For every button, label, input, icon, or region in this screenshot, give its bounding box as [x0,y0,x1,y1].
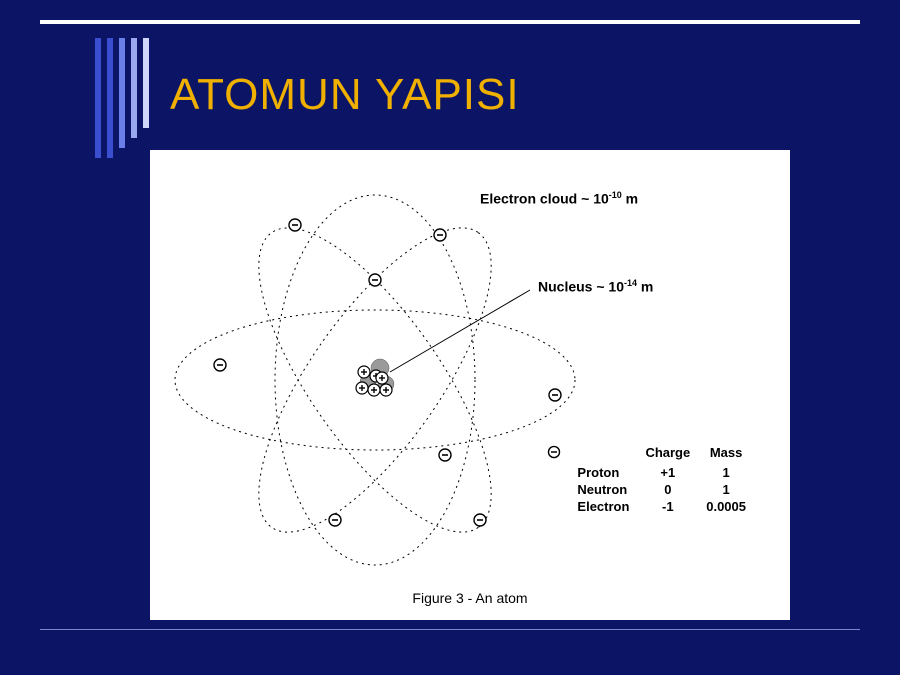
decor-bars [95,38,149,158]
nucleus-label-unit: m [637,279,653,295]
atom-diagram [150,150,790,620]
legend-row: Electron-10.0005 [547,498,754,515]
proton-icon [547,464,569,481]
electron-cloud-label: Electron cloud ~ 10-10 m [480,190,638,207]
nucleus-label: Nucleus ~ 10-14 m [538,278,653,295]
electron-icon [547,498,569,515]
slide: ATOMUN YAPISI Electron cloud ~ 10-10 m N… [0,0,900,675]
legend-charge: -1 [637,498,698,515]
legend-row: Neutron01 [547,481,754,498]
figure-caption: Figure 3 - An atom [150,590,790,606]
legend-mass: 1 [698,481,754,498]
legend-table: ChargeMassProton+11Neutron01Electron-10.… [547,445,754,515]
neutron-icon [547,481,569,498]
nucleus-label-base: Nucleus ~ 10 [538,279,624,295]
legend-name: Electron [569,498,637,515]
electron-cloud-label-exp: -10 [609,190,622,200]
legend-mass: 0.0005 [698,498,754,515]
electron-cloud-label-unit: m [622,191,638,207]
legend-name: Proton [569,464,637,481]
top-rule [40,20,860,24]
electron-cloud-label-base: Electron cloud ~ 10 [480,191,609,207]
bottom-rule [40,629,860,630]
slide-title: ATOMUN YAPISI [170,70,520,120]
legend-name: Neutron [569,481,637,498]
legend-charge: 0 [637,481,698,498]
legend-row: Proton+11 [547,464,754,481]
legend-charge: +1 [637,464,698,481]
legend-mass: 1 [698,464,754,481]
diagram-panel: Electron cloud ~ 10-10 m Nucleus ~ 10-14… [150,150,790,620]
nucleus-label-exp: -14 [624,278,637,288]
particle-legend: ChargeMassProton+11Neutron01Electron-10.… [547,445,754,515]
